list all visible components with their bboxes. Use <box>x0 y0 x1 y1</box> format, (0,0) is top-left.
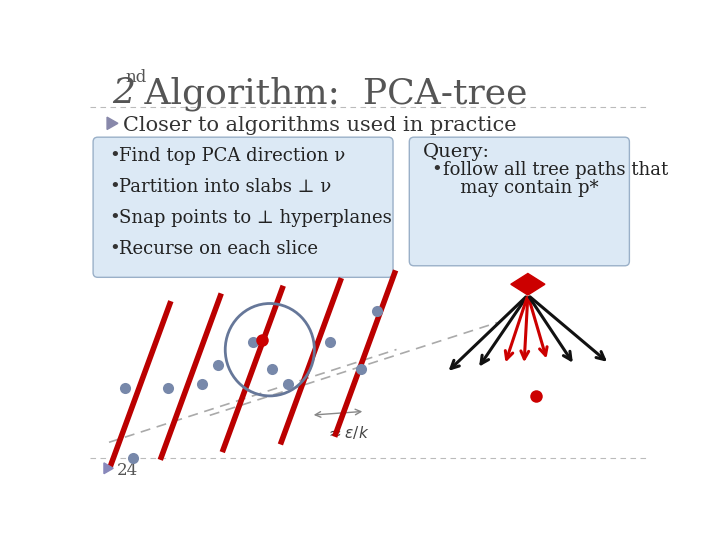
Text: •: • <box>109 209 120 227</box>
Text: 2: 2 <box>112 76 135 110</box>
Text: Algorithm:  PCA-tree: Algorithm: PCA-tree <box>133 76 528 111</box>
Text: •: • <box>109 178 120 196</box>
Text: follow all tree paths that: follow all tree paths that <box>443 161 668 179</box>
Text: Snap points to ⊥ hyperplanes: Snap points to ⊥ hyperplanes <box>120 209 392 227</box>
Text: Closer to algorithms used in practice: Closer to algorithms used in practice <box>122 116 516 134</box>
Polygon shape <box>510 273 545 295</box>
FancyBboxPatch shape <box>409 137 629 266</box>
Text: may contain p*: may contain p* <box>443 179 598 197</box>
Text: Partition into slabs ⊥ ν: Partition into slabs ⊥ ν <box>120 178 332 196</box>
Text: 24: 24 <box>117 462 138 479</box>
Text: •: • <box>109 240 120 258</box>
Text: •: • <box>109 147 120 165</box>
Text: nd: nd <box>126 70 147 86</box>
Polygon shape <box>104 463 113 474</box>
Text: $\approx \epsilon/k$: $\approx \epsilon/k$ <box>326 424 370 441</box>
Text: Find top PCA direction ν: Find top PCA direction ν <box>120 147 346 165</box>
Text: Recurse on each slice: Recurse on each slice <box>120 240 318 258</box>
Text: •: • <box>431 161 442 179</box>
Polygon shape <box>107 117 118 130</box>
Text: Query:: Query: <box>423 143 490 161</box>
FancyBboxPatch shape <box>93 137 393 278</box>
